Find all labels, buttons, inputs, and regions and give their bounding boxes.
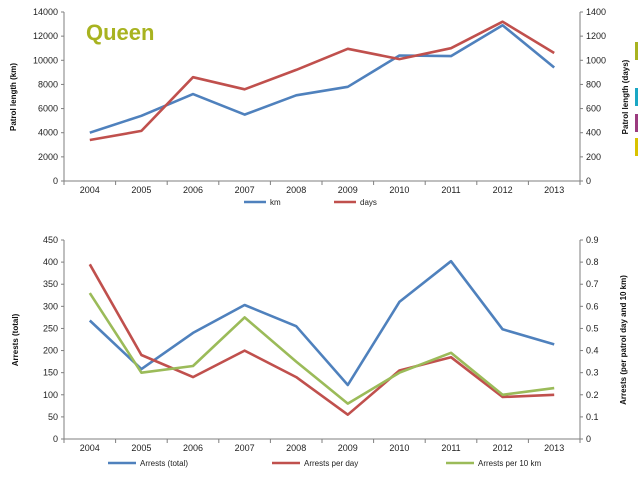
series-line-km bbox=[89, 23, 556, 134]
y2-tick-label: 1200 bbox=[586, 31, 606, 41]
edge-swatch bbox=[635, 114, 638, 132]
x-tick-label: 2013 bbox=[544, 185, 564, 195]
y-tick-label: 6000 bbox=[38, 104, 58, 114]
legend-label: Arrests per day bbox=[304, 459, 358, 468]
y2-tick-label: 1000 bbox=[586, 55, 606, 65]
legend: km days bbox=[244, 198, 377, 207]
x-tick-label: 2013 bbox=[544, 443, 564, 453]
series-line-arrests-total bbox=[88, 259, 555, 387]
y-tick-label: 200 bbox=[43, 346, 58, 356]
y2-tick-label: 0.9 bbox=[586, 235, 599, 245]
y-tick-label: 10000 bbox=[33, 55, 58, 65]
x-tick-label: 2010 bbox=[389, 185, 409, 195]
y2-tick-label: 200 bbox=[586, 152, 601, 162]
x-tick-label: 2009 bbox=[338, 185, 358, 195]
y-axis-label: Patrol length (km) bbox=[9, 63, 18, 131]
x-tick-label: 2007 bbox=[235, 443, 255, 453]
y-tick-label: 450 bbox=[43, 235, 58, 245]
x-tick-label: 2011 bbox=[441, 185, 460, 195]
x-tick-label: 2008 bbox=[286, 443, 306, 453]
y2-tick-label: 0.4 bbox=[586, 346, 599, 356]
y2-axis-label: Patrol length (days) bbox=[621, 59, 630, 134]
y-tick-label: 250 bbox=[43, 323, 58, 333]
y-axis-label: Arrests (total) bbox=[11, 313, 20, 366]
y-tick-label: 2000 bbox=[38, 152, 58, 162]
edge-swatch bbox=[635, 88, 638, 106]
x-tick-label: 2005 bbox=[131, 185, 151, 195]
y-tick-label: 12000 bbox=[33, 31, 58, 41]
series-line-arrests-per-10-km bbox=[88, 292, 555, 405]
y-tick-label: 300 bbox=[43, 301, 58, 311]
x-tick-label: 2009 bbox=[338, 443, 358, 453]
chart-title: Queen bbox=[86, 20, 154, 45]
edge-swatches bbox=[635, 42, 638, 156]
x-tick-label: 2004 bbox=[80, 185, 100, 195]
y2-tick-label: 800 bbox=[586, 79, 601, 89]
legend-label: days bbox=[360, 198, 377, 207]
edge-swatch bbox=[635, 138, 638, 156]
x-tick-label: 2011 bbox=[441, 443, 460, 453]
y-tick-label: 150 bbox=[43, 368, 58, 378]
y2-tick-label: 600 bbox=[586, 104, 601, 114]
x-tick-label: 2004 bbox=[80, 443, 100, 453]
x-tick-label: 2010 bbox=[389, 443, 409, 453]
y-tick-label: 0 bbox=[53, 176, 58, 186]
y2-tick-label: 0.2 bbox=[586, 390, 599, 400]
y2-tick-label: 0.6 bbox=[586, 301, 599, 311]
x-tick-label: 2007 bbox=[235, 185, 255, 195]
y2-tick-label: 0 bbox=[586, 176, 591, 186]
x-tick-label: 2012 bbox=[493, 443, 513, 453]
y-tick-label: 8000 bbox=[38, 79, 58, 89]
y2-tick-label: 0.7 bbox=[586, 279, 599, 289]
y-tick-label: 350 bbox=[43, 279, 58, 289]
y-tick-label: 14000 bbox=[33, 7, 58, 17]
legend-label: Arrests (total) bbox=[140, 459, 188, 468]
y2-tick-label: 1400 bbox=[586, 7, 606, 17]
x-tick-label: 2006 bbox=[183, 185, 203, 195]
edge-swatch bbox=[635, 42, 638, 60]
y2-tick-label: 400 bbox=[586, 128, 601, 138]
y-tick-label: 4000 bbox=[38, 128, 58, 138]
y2-tick-label: 0.5 bbox=[586, 323, 599, 333]
x-tick-label: 2012 bbox=[493, 185, 513, 195]
y-tick-label: 50 bbox=[48, 412, 58, 422]
legend-label: Arrests per 10 km bbox=[478, 459, 541, 468]
y2-tick-label: 0.8 bbox=[586, 257, 599, 267]
chart-arrests: 0 50 100 150 200 250 300 350 400 450 0 0.1 0.2 0.3 0.… bbox=[11, 235, 628, 468]
x-tick-label: 2008 bbox=[286, 185, 306, 195]
x-tick-label: 2005 bbox=[131, 443, 151, 453]
legend: Arrests (total) Arrests per day Arrests pe… bbox=[108, 459, 541, 468]
y2-tick-label: 0.3 bbox=[586, 368, 599, 378]
legend-label: km bbox=[270, 198, 281, 207]
y2-axis-label: Arrests (per patrol day and 10 km) bbox=[619, 275, 628, 405]
series-line-days bbox=[89, 20, 555, 142]
y2-tick-label: 0 bbox=[586, 434, 591, 444]
chart-patrol-length: Queen 0 2000 4000 6000 8000 10000 12000 14000 0… bbox=[9, 7, 630, 207]
y-tick-label: 0 bbox=[53, 434, 58, 444]
series-line-arrests-per-day bbox=[88, 263, 555, 417]
x-tick-label: 2006 bbox=[183, 443, 203, 453]
y-tick-label: 400 bbox=[43, 257, 58, 267]
y2-tick-label: 0.1 bbox=[586, 412, 599, 422]
y-tick-label: 100 bbox=[43, 390, 58, 400]
